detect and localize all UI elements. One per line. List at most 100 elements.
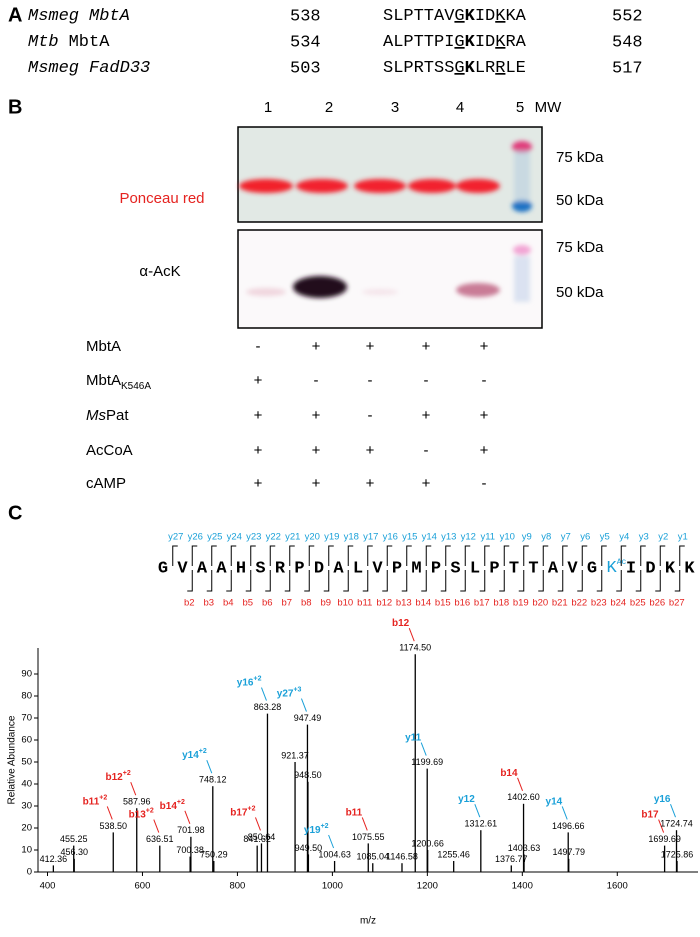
- peak-label: 1699.69: [648, 834, 681, 844]
- y-ion-label: y19: [324, 532, 339, 543]
- peak-label: 1496.66: [552, 821, 585, 831]
- y-tick-label: 20: [21, 823, 32, 834]
- x-tick-label: 1400: [512, 881, 533, 892]
- b-cleavage: [382, 570, 388, 592]
- b-ion-label: b24: [610, 598, 626, 609]
- start-position: 503: [290, 59, 321, 78]
- y-cleavage: [191, 545, 198, 566]
- peak-label: 700.38: [176, 845, 204, 855]
- residue: D: [314, 559, 324, 578]
- lane-label: MW: [535, 99, 562, 116]
- condition-value: +: [422, 407, 431, 424]
- condition-value: -: [368, 372, 373, 389]
- lane-label: 4: [456, 99, 464, 116]
- sequence-segment: ID: [475, 7, 495, 26]
- ion-connector: [420, 742, 427, 756]
- y-cleavage: [679, 545, 685, 566]
- ion-charge: +2: [99, 794, 107, 801]
- y-cleavage: [601, 545, 607, 566]
- y-cleavage: [484, 545, 490, 566]
- peak-label: 1312.61: [465, 819, 498, 829]
- condition-value: -: [424, 442, 429, 459]
- b-cleavage: [479, 570, 486, 592]
- condition-value: +: [422, 338, 431, 355]
- b-cleavage: [518, 570, 525, 592]
- residue: A: [548, 559, 559, 578]
- ion-connector: [474, 804, 481, 818]
- ion-name: y16: [654, 794, 671, 805]
- ion-connector: [184, 810, 191, 824]
- peak-label: 1146.58: [386, 852, 418, 862]
- ion-label: y11: [405, 732, 422, 743]
- x-tick-label: 800: [229, 881, 245, 892]
- band: [246, 288, 286, 296]
- peak-label: 1075.55: [352, 832, 385, 842]
- y-cleavage: [445, 545, 451, 566]
- y-tick-label: 50: [21, 757, 32, 768]
- b-ion-label: b26: [649, 598, 665, 609]
- residue: S: [450, 559, 460, 578]
- b-ion-label: b27: [669, 598, 685, 609]
- peak-label: 1085.04: [356, 852, 389, 862]
- ion-connector: [261, 687, 267, 701]
- ion-name: b11: [346, 807, 363, 818]
- condition-value: +: [312, 338, 321, 355]
- panel-label: B: [8, 96, 22, 118]
- residue: H: [236, 559, 246, 578]
- b-cleavage: [674, 570, 681, 592]
- y-cleavage: [581, 545, 588, 566]
- y-ion-label: y13: [441, 532, 456, 543]
- b-ion-label: b15: [435, 598, 451, 609]
- peak-label: 841.62: [243, 834, 271, 844]
- peak-label: 412.36: [40, 854, 68, 864]
- ion-charge: +2: [253, 675, 261, 682]
- residue: V: [177, 559, 188, 578]
- ion-connector: [206, 760, 213, 774]
- condition-label: AcCoA: [86, 442, 133, 459]
- y-ion-label: y5: [600, 532, 610, 543]
- peak-label: 1497.79: [552, 847, 585, 857]
- y-ion-label: y1: [678, 532, 688, 543]
- condition-value: -: [256, 338, 261, 355]
- protein-name: Mtb MbtA: [28, 33, 110, 52]
- b-ion-label: b20: [532, 598, 548, 609]
- ion-name: y14: [182, 750, 199, 761]
- residue: L: [353, 559, 363, 578]
- bands: [246, 245, 531, 302]
- y-tick-label: 80: [21, 691, 32, 702]
- ion-label: y16+2: [237, 675, 262, 688]
- organism: Msmeg: [28, 59, 79, 78]
- ion-name: b17: [230, 807, 248, 818]
- marker-label: 75 kDa: [556, 239, 604, 256]
- b-ion-label: b21: [552, 598, 568, 609]
- residue: A: [197, 559, 208, 578]
- ion-name: y27: [277, 688, 294, 699]
- y-ion-label: y24: [227, 532, 242, 543]
- b-cleavage: [499, 570, 505, 592]
- ion-name: y16: [237, 677, 254, 688]
- b-cleavage: [304, 570, 310, 592]
- y-tick-label: 30: [21, 801, 32, 812]
- sequence-segment: K: [465, 59, 476, 78]
- ion-label: b13+2: [129, 807, 154, 820]
- b-ion-label: b13: [396, 598, 412, 609]
- b-cleavage: [245, 570, 252, 592]
- y-cleavage: [464, 545, 471, 566]
- band: [354, 179, 406, 193]
- y-cleavage: [230, 545, 237, 566]
- ion-name: b12: [392, 618, 410, 629]
- b-cleavage: [265, 570, 271, 592]
- ion-label: y27+3: [277, 686, 302, 699]
- y-ion-label: y7: [561, 532, 571, 543]
- ion-label: b17+2: [230, 805, 255, 818]
- b-cleavage: [616, 570, 622, 592]
- bands: [239, 141, 532, 212]
- sequence-segment: ALPTTPI: [383, 33, 454, 52]
- band: [293, 276, 347, 298]
- sequence-segment: K: [465, 7, 476, 26]
- sequence-segment: G: [454, 59, 464, 78]
- marker-label: 50 kDa: [556, 192, 604, 209]
- y-cleavage: [328, 545, 334, 566]
- ion-label: b11: [346, 807, 363, 818]
- b-cleavage: [284, 570, 291, 592]
